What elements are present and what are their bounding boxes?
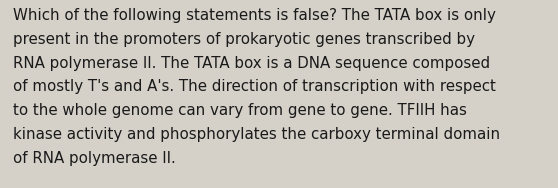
Text: present in the promoters of prokaryotic genes transcribed by: present in the promoters of prokaryotic … xyxy=(13,32,475,47)
Text: of RNA polymerase II.: of RNA polymerase II. xyxy=(13,151,176,166)
Text: of mostly T's and A's. The direction of transcription with respect: of mostly T's and A's. The direction of … xyxy=(13,79,496,94)
Text: Which of the following statements is false? The TATA box is only: Which of the following statements is fal… xyxy=(13,8,496,23)
Text: kinase activity and phosphorylates the carboxy terminal domain: kinase activity and phosphorylates the c… xyxy=(13,127,500,142)
Text: RNA polymerase II. The TATA box is a DNA sequence composed: RNA polymerase II. The TATA box is a DNA… xyxy=(13,56,490,71)
Text: to the whole genome can vary from gene to gene. TFIIH has: to the whole genome can vary from gene t… xyxy=(13,103,467,118)
